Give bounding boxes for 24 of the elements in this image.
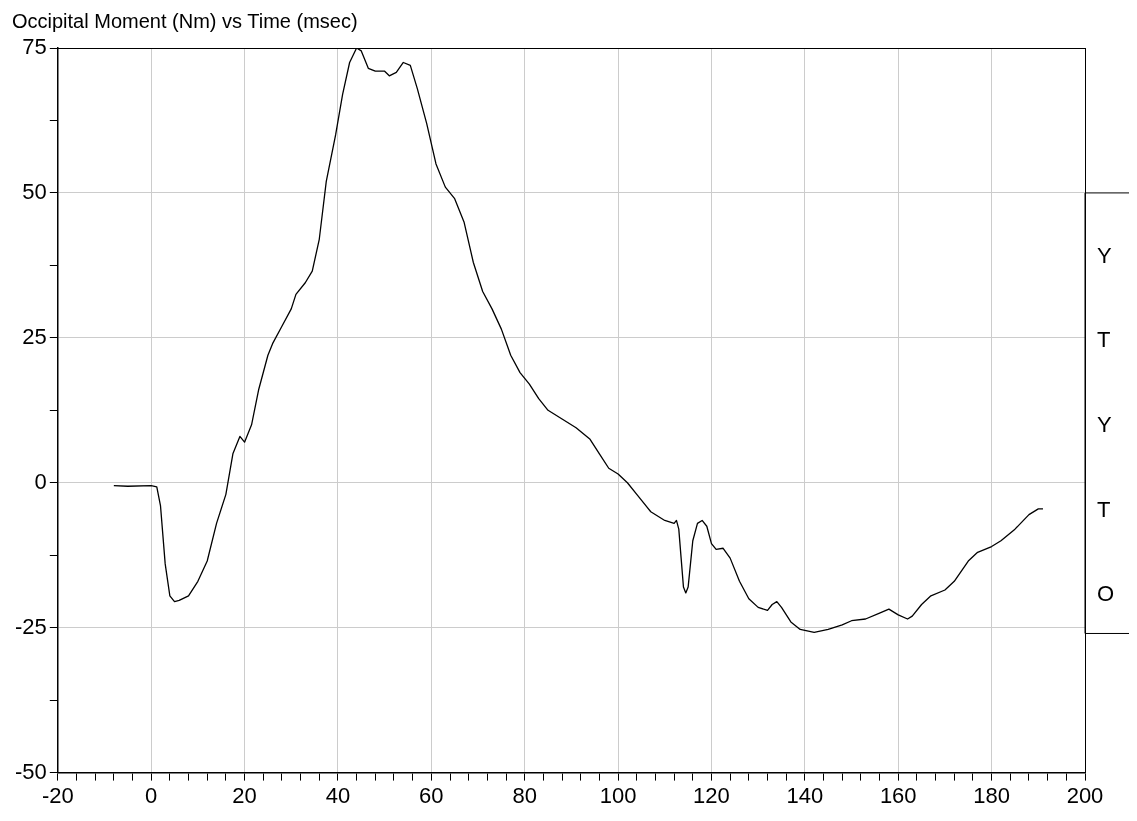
text: Y	[1097, 411, 1112, 437]
y-tick-label: 0	[34, 468, 47, 494]
y-tick-label: 50	[22, 178, 47, 204]
y-tick-label: 75	[22, 34, 47, 60]
x-tick-label: 180	[973, 782, 1010, 808]
text: O	[1097, 581, 1115, 607]
x-tick-label: 200	[1066, 782, 1104, 808]
x-tick-label: -20	[41, 782, 74, 808]
x-tick-label: 40	[325, 782, 351, 808]
x-tick-label: 100	[599, 782, 637, 808]
y-tick-label: -50	[15, 758, 47, 784]
x-tick-label: 140	[786, 782, 824, 808]
x-tick-label: 20	[232, 782, 257, 808]
chart-title: Occipital Moment (Nm) vs Time (msec)	[12, 9, 358, 32]
x-tick-label: 60	[419, 782, 444, 808]
x-tick-label: 160	[879, 782, 917, 808]
x-tick-label: 120	[693, 782, 730, 808]
text: T	[1097, 327, 1111, 353]
text: Y	[1097, 242, 1112, 268]
x-tick-label: 80	[512, 782, 537, 808]
text: T	[1097, 496, 1111, 522]
x-tick-label: 0	[145, 782, 158, 808]
y-tick-label: -25	[15, 613, 47, 639]
y-tick-label: 25	[22, 323, 47, 349]
